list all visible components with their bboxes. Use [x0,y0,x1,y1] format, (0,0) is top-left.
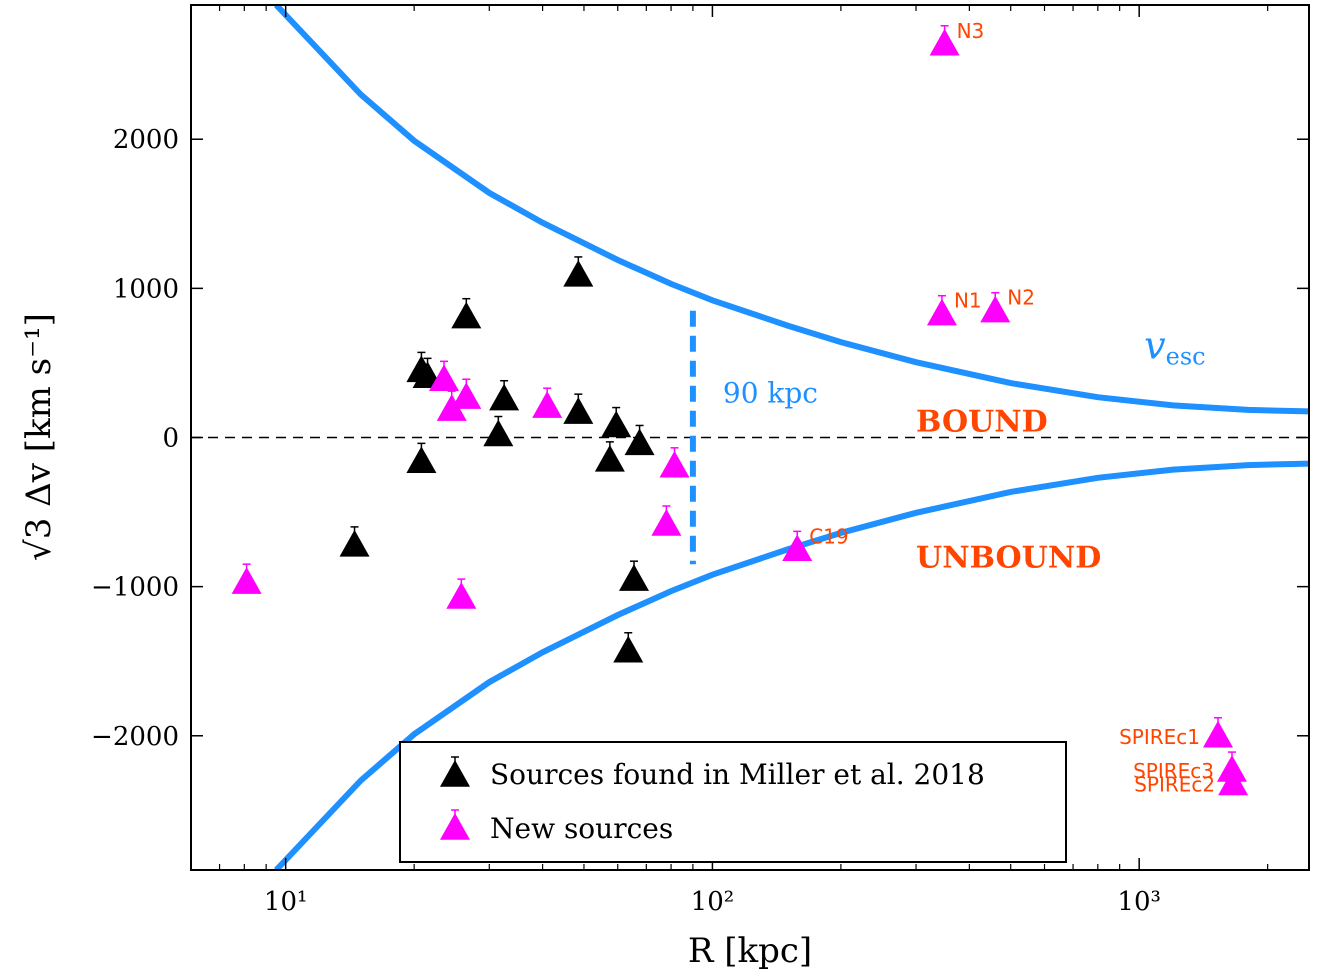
new-source-point [659,447,690,478]
escape-velocity-label: vesc [1144,323,1205,370]
x-tick-label: 10² [691,887,735,917]
point-label-n3: N3 [957,19,985,43]
90kpc-label: 90 kpc [723,377,818,410]
miller-source-point [619,560,650,591]
legend: Sources found in Miller et al. 2018 New … [399,741,1067,863]
miller-source-point [406,442,437,474]
miller-source-point [483,415,514,447]
miller-source-point [563,256,594,287]
bound-region-label: BOUND [916,405,1048,440]
new-source-point [436,390,467,421]
new-source-point [926,294,957,326]
new-source-point [929,25,960,56]
legend-box [399,741,1067,863]
miller-source-point [613,632,644,663]
y-tick-label: 1000 [113,274,179,304]
legend-label-miller: Sources found in Miller et al. 2018 [490,758,985,791]
miller-source-point [339,526,370,557]
point-label-n1: N1 [954,289,982,313]
miller-source-point [563,393,594,424]
new-source-point [231,563,262,594]
new-source-point [532,387,563,418]
new-source-point [446,578,477,609]
data-points [231,25,1249,796]
plot-area [191,5,1309,870]
y-tick-label: 2000 [113,125,179,155]
y-tick-label: 0 [162,424,179,454]
escape-velocity-upper-curve [274,5,1309,415]
point-label-n2: N2 [1007,286,1035,310]
point-label-c19: C19 [809,524,848,548]
new-source-point [451,378,482,409]
legend-triangle-black [440,756,470,787]
escape-velocity-lower-curve [274,460,1309,870]
legend-triangle-magenta [440,809,470,840]
y-axis-label: √3 Δv [km s⁻¹] [19,313,59,561]
unbound-region-label: UNBOUND [916,540,1101,575]
x-tick-label: 10³ [1117,887,1161,917]
miller-source-point [594,441,625,472]
miller-source-point [451,297,482,329]
new-source-point [1218,764,1249,796]
new-source-point [651,505,682,536]
point-label-spirec1: SPIREc1 [1119,725,1200,749]
legend-marker-new [440,809,470,840]
miller-source-point [489,379,520,411]
legend-label-new: New sources [490,812,673,845]
y-tick-label: −1000 [91,573,179,603]
axis-ticks: 10¹ 10² 10³ −2000 −1000 0 1000 2000 [91,5,1309,917]
x-tick-label: 10¹ [264,887,308,917]
new-source-point [429,360,460,392]
miller-source-point [624,424,655,456]
point-label-spirec2: SPIREc2 [1134,773,1215,797]
legend-marker-miller [440,756,470,787]
new-source-point [782,530,813,562]
miller-source-point [601,406,632,438]
point-label-spirec3: SPIREc3 [1133,759,1214,783]
new-source-point [980,291,1011,323]
new-source-point [1202,717,1233,748]
y-tick-label: −2000 [91,722,179,752]
x-axis-label: R [kpc] [688,931,812,971]
